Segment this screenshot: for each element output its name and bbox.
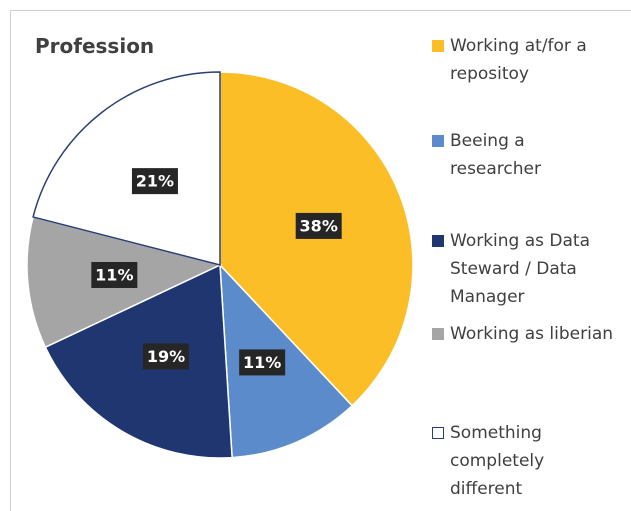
legend-label: Working as Data Steward / Data Manager <box>450 231 591 307</box>
legend-swatch <box>432 135 444 147</box>
pie-slice <box>219 262 354 459</box>
legend-entry: Working as Data Steward / Data Manager <box>432 227 627 311</box>
label-box <box>142 343 189 370</box>
pie-slice <box>44 263 233 459</box>
value-label: 19% <box>147 347 185 366</box>
value-label: 11% <box>243 353 281 372</box>
label-box <box>295 212 342 239</box>
legend-label: Something completely different <box>450 423 545 499</box>
legend-swatch <box>432 328 444 340</box>
label-box <box>239 349 286 376</box>
legend-swatch <box>432 427 444 439</box>
legend-label: Beeing a researcher <box>450 131 541 179</box>
legend-entry: Beeing a researcher <box>432 127 627 183</box>
value-label: 38% <box>300 216 338 235</box>
label-box <box>131 168 178 195</box>
legend-entry: Working as liberian <box>432 320 627 348</box>
value-label: 11% <box>95 265 133 284</box>
chart-title: Profession <box>35 34 155 58</box>
value-label: 21% <box>136 172 174 191</box>
legend-entry: Working at/for a repositoy <box>432 32 627 88</box>
pie-slice <box>32 71 221 266</box>
frame <box>10 10 631 511</box>
legend-label: Working as liberian <box>450 324 614 344</box>
legend-entry: Something completely different <box>432 419 627 503</box>
legend-swatch <box>432 40 444 52</box>
label-box <box>91 261 138 288</box>
legend-swatch <box>432 235 444 247</box>
legend-label: Working at/for a repositoy <box>450 36 587 84</box>
